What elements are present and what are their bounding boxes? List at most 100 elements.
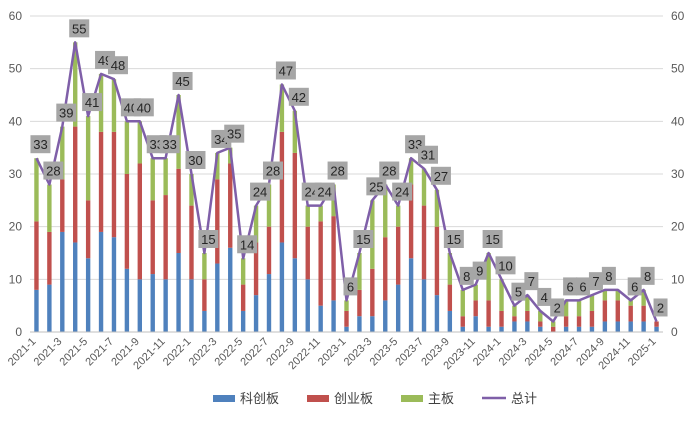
total-label-box bbox=[288, 87, 309, 106]
total-label-box bbox=[443, 230, 464, 248]
total-label-box bbox=[172, 72, 193, 90]
bar-segment bbox=[240, 258, 246, 285]
bar-segment bbox=[589, 295, 595, 311]
total-data-label: 47 bbox=[275, 61, 296, 80]
legend-swatch bbox=[401, 395, 423, 402]
bar-segment bbox=[434, 189, 440, 227]
legend-label: 总计 bbox=[511, 391, 537, 406]
bar-segment bbox=[512, 321, 517, 332]
x-tick-label: 2022-3 bbox=[187, 336, 220, 369]
total-label-box bbox=[653, 298, 668, 317]
bar-segment bbox=[538, 310, 543, 322]
total-data-label: 45 bbox=[172, 72, 193, 90]
bar-segment bbox=[318, 205, 323, 222]
total-data-label: 2 bbox=[653, 298, 668, 317]
bar-segment bbox=[73, 242, 78, 332]
total-label-text: 33 bbox=[33, 137, 47, 152]
bar-segment bbox=[34, 289, 39, 332]
total-label-text: 45 bbox=[175, 74, 189, 89]
bar-segment bbox=[654, 321, 659, 327]
x-tick-label: 2023-1 bbox=[316, 336, 349, 369]
bar-segment bbox=[589, 326, 595, 332]
total-label-box bbox=[550, 298, 565, 317]
total-label-box bbox=[366, 177, 387, 196]
total-label-box bbox=[30, 135, 51, 154]
y-tick-label-right: 40 bbox=[671, 114, 685, 128]
bar-segment bbox=[215, 152, 220, 180]
legend-item: 总计 bbox=[482, 391, 537, 406]
x-tick-label: 2021-1 bbox=[6, 336, 39, 369]
total-data-label: 33 bbox=[30, 135, 51, 154]
bar-segment bbox=[331, 216, 336, 301]
total-label-text: 6 bbox=[347, 279, 354, 294]
total-data-label: 24 bbox=[314, 182, 335, 201]
total-data-label: 8 bbox=[601, 266, 616, 285]
y-tick-label-right: 0 bbox=[671, 325, 678, 339]
bar-segment bbox=[589, 310, 595, 327]
total-label-box bbox=[237, 235, 258, 254]
bar-segment bbox=[408, 258, 414, 332]
bar-segment bbox=[512, 305, 517, 317]
bar-segment bbox=[641, 321, 646, 332]
total-label-text: 14 bbox=[240, 237, 254, 252]
total-data-label: 28 bbox=[379, 161, 400, 180]
bar-segment bbox=[615, 300, 620, 322]
y-axis-left: 0 10 20 30 40 50 60 bbox=[9, 9, 23, 339]
bar-segment bbox=[473, 300, 478, 317]
total-label-text: 47 bbox=[279, 63, 293, 78]
bar-segment bbox=[266, 274, 272, 332]
y-tick-label-left: 60 bbox=[9, 9, 23, 23]
total-label-text: 39 bbox=[59, 106, 73, 121]
total-label-box bbox=[56, 103, 77, 122]
total-data-label: 5 bbox=[511, 282, 526, 301]
bar-segment bbox=[176, 168, 181, 253]
bar-segment bbox=[266, 184, 272, 227]
bar-segment bbox=[525, 310, 530, 322]
total-label-text: 35 bbox=[227, 127, 241, 142]
x-axis: 2021-12021-32021-52021-72021-92021-11202… bbox=[6, 331, 663, 372]
total-label-box bbox=[185, 151, 206, 169]
total-data-label: 24 bbox=[250, 182, 271, 201]
bar-segment bbox=[124, 268, 130, 332]
total-label-text: 4 bbox=[541, 290, 548, 305]
bar-segment bbox=[253, 205, 259, 243]
x-tick-label: 2023-3 bbox=[342, 336, 375, 369]
bar-segment bbox=[344, 326, 349, 332]
total-label-box bbox=[601, 266, 616, 285]
total-label-box bbox=[198, 230, 219, 248]
total-label-text: 8 bbox=[605, 269, 612, 284]
total-label-box bbox=[524, 272, 539, 291]
total-label-text: 24 bbox=[253, 185, 267, 200]
total-line bbox=[35, 41, 658, 323]
bar-segment bbox=[499, 326, 504, 332]
total-data-label: 25 bbox=[366, 177, 387, 196]
total-label-box bbox=[627, 277, 642, 296]
total-label-box bbox=[379, 161, 400, 180]
total-label-text: 15 bbox=[201, 232, 215, 247]
bar-segment bbox=[305, 226, 310, 280]
bar-segment bbox=[111, 131, 117, 238]
bar-segment bbox=[305, 279, 310, 332]
bar-segment bbox=[357, 289, 362, 317]
bar-segment bbox=[279, 242, 285, 332]
bar-segment bbox=[240, 310, 246, 332]
total-label-text: 48 bbox=[111, 58, 125, 73]
legend: 科创板 创业板 主板 总计 bbox=[213, 391, 537, 406]
bar-segment bbox=[602, 289, 608, 301]
bar-segment bbox=[602, 321, 608, 332]
bar-segment bbox=[421, 168, 427, 206]
x-tick-label: 2023-5 bbox=[368, 336, 401, 369]
bar-segment bbox=[473, 316, 478, 332]
bar-segment bbox=[163, 195, 168, 280]
x-tick-label: 2024-5 bbox=[523, 336, 556, 369]
total-label-text: 15 bbox=[356, 232, 370, 247]
bar-segment bbox=[421, 279, 427, 332]
bar-segment bbox=[447, 284, 453, 311]
total-label-text: 40 bbox=[137, 100, 151, 115]
bar-segment bbox=[473, 284, 478, 301]
total-label-box bbox=[250, 182, 271, 201]
bar-segment bbox=[357, 316, 362, 332]
bar-segment bbox=[228, 163, 233, 248]
bar-segment bbox=[395, 205, 401, 227]
total-data-label: 4 bbox=[537, 287, 552, 306]
